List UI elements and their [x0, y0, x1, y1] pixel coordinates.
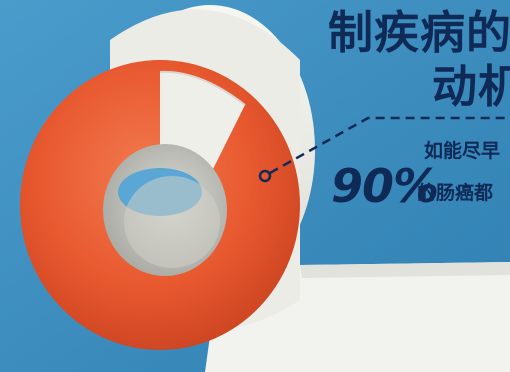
headline-line2: 动机: [432, 60, 510, 113]
callout-line1: 如能尽早: [424, 140, 501, 162]
callout-line2: 的肠癌都: [417, 182, 494, 204]
headline-line1: 制疾病的: [328, 6, 510, 59]
callout-dot: [258, 169, 272, 183]
callout-percent: 90%: [331, 159, 439, 213]
callout-leader: [269, 116, 510, 175]
